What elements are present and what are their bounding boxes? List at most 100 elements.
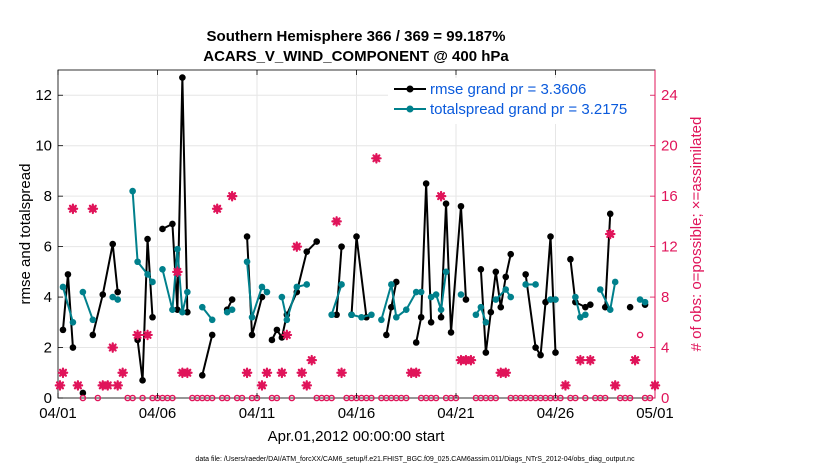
rmse-point (184, 308, 191, 316)
spread-point (208, 316, 216, 324)
spread-point (611, 278, 619, 286)
rmse-point (427, 319, 435, 326)
obs-assimilated-marker (72, 380, 84, 391)
spread-point (547, 296, 554, 303)
x-tick-label: 04/21 (437, 405, 475, 422)
spread-point (59, 283, 67, 291)
obs-assimilated-marker (306, 354, 318, 366)
rmse-point (248, 331, 256, 339)
y-left-tick-label: 4 (44, 289, 52, 306)
obs-assimilated-marker (296, 367, 308, 379)
obs-assimilated-marker (276, 367, 288, 379)
obs-possible-marker (636, 331, 644, 339)
rmse-point (149, 313, 156, 321)
rmse-point (273, 326, 281, 334)
rmse-point (626, 303, 634, 311)
spread-point (427, 293, 435, 301)
obs-assimilated-marker (410, 367, 422, 379)
obs-possible-marker (288, 394, 296, 402)
rmse-point (547, 233, 554, 240)
obs-possible-marker (223, 394, 231, 402)
y-right-tick-label: 0 (661, 390, 669, 407)
series-layer (59, 74, 649, 397)
rmse-point (412, 339, 420, 346)
spread-line-segment (246, 261, 268, 318)
obs-assimilated-marker (560, 380, 571, 391)
spread-point (522, 281, 529, 288)
rmse-point (268, 336, 276, 344)
rmse-point (174, 306, 181, 313)
rmse-point (417, 313, 425, 321)
rmse-point (522, 271, 529, 278)
obs-assimilated-marker (172, 266, 183, 278)
rmse-point (542, 298, 549, 306)
rmse-point (353, 233, 360, 240)
rmse-point (601, 303, 609, 311)
spread-point (144, 271, 151, 278)
y-left-tick-label: 12 (35, 87, 52, 104)
spread-point (258, 283, 266, 291)
obs-assimilated-marker (465, 354, 477, 366)
rmse-line-segment (201, 334, 214, 376)
spread-point (228, 306, 236, 313)
spread-point (328, 311, 335, 319)
spread-point (79, 288, 87, 296)
y-right-tick-label: 8 (661, 289, 669, 306)
obs-possible-marker (169, 394, 176, 402)
rmse-point (109, 240, 117, 248)
rmse-point (208, 331, 216, 339)
obs-assimilated-marker (142, 329, 153, 341)
data-file-footer: data file: /Users/raeder/DAI/ATM_forcXX/… (195, 456, 635, 463)
obs-assimilated-marker (256, 380, 268, 391)
obs-assimilated-marker (301, 380, 313, 391)
spread-point (179, 308, 186, 316)
obs-possible-marker (368, 394, 375, 402)
x-tick-label: 04/06 (139, 405, 177, 422)
rmse-point (447, 329, 455, 336)
spread-line-segment (62, 286, 74, 323)
spread-point (596, 286, 604, 293)
rmse-point (393, 278, 400, 286)
rmse-point (59, 326, 67, 334)
chart-title-line-1: Southern Hemisphere 366 / 369 = 99.187% (207, 28, 506, 45)
spread-point (442, 268, 450, 276)
obs-possible-marker (129, 394, 136, 402)
spread-point (472, 311, 480, 319)
spread-point (502, 286, 510, 293)
spread-point (417, 288, 425, 296)
obs-assimilated-marker (585, 354, 596, 366)
rmse-point (139, 377, 146, 384)
obs-possible-marker (626, 394, 634, 402)
rmse-point (114, 288, 121, 296)
rmse-point (383, 331, 390, 339)
obs-possible-marker (432, 394, 440, 402)
spread-point (109, 293, 117, 301)
spread-point (492, 296, 500, 303)
obs-assimilated-marker (117, 367, 128, 379)
spread-line-segment (131, 191, 154, 283)
obs-assimilated-marker (57, 367, 69, 379)
obs-assimilated-marker (609, 380, 621, 391)
obs-possible-marker (601, 394, 609, 402)
rmse-point (338, 243, 345, 250)
obs-assimilated-marker (87, 203, 99, 215)
obs-assimilated-marker (211, 203, 223, 215)
spread-point (393, 313, 400, 321)
rmse-point (144, 235, 151, 243)
y-axis-right-label: # of obs: o=possible; ×=assimilated (688, 117, 705, 352)
spread-point (636, 296, 644, 303)
spread-point (248, 313, 256, 321)
spread-point (174, 245, 181, 253)
x-tick-label: 04/16 (338, 405, 376, 422)
spread-point (348, 311, 355, 319)
y-axis-left-label: rmse and totalspread (17, 164, 34, 305)
spread-point (606, 306, 614, 313)
spread-point (283, 316, 291, 324)
rmse-point (606, 210, 614, 218)
rmse-point (502, 273, 510, 281)
rmse-point (587, 301, 594, 308)
y-left-tick-label: 2 (44, 340, 52, 357)
obs-possible-marker (79, 394, 87, 402)
y-left-tick-label: 10 (35, 138, 52, 155)
